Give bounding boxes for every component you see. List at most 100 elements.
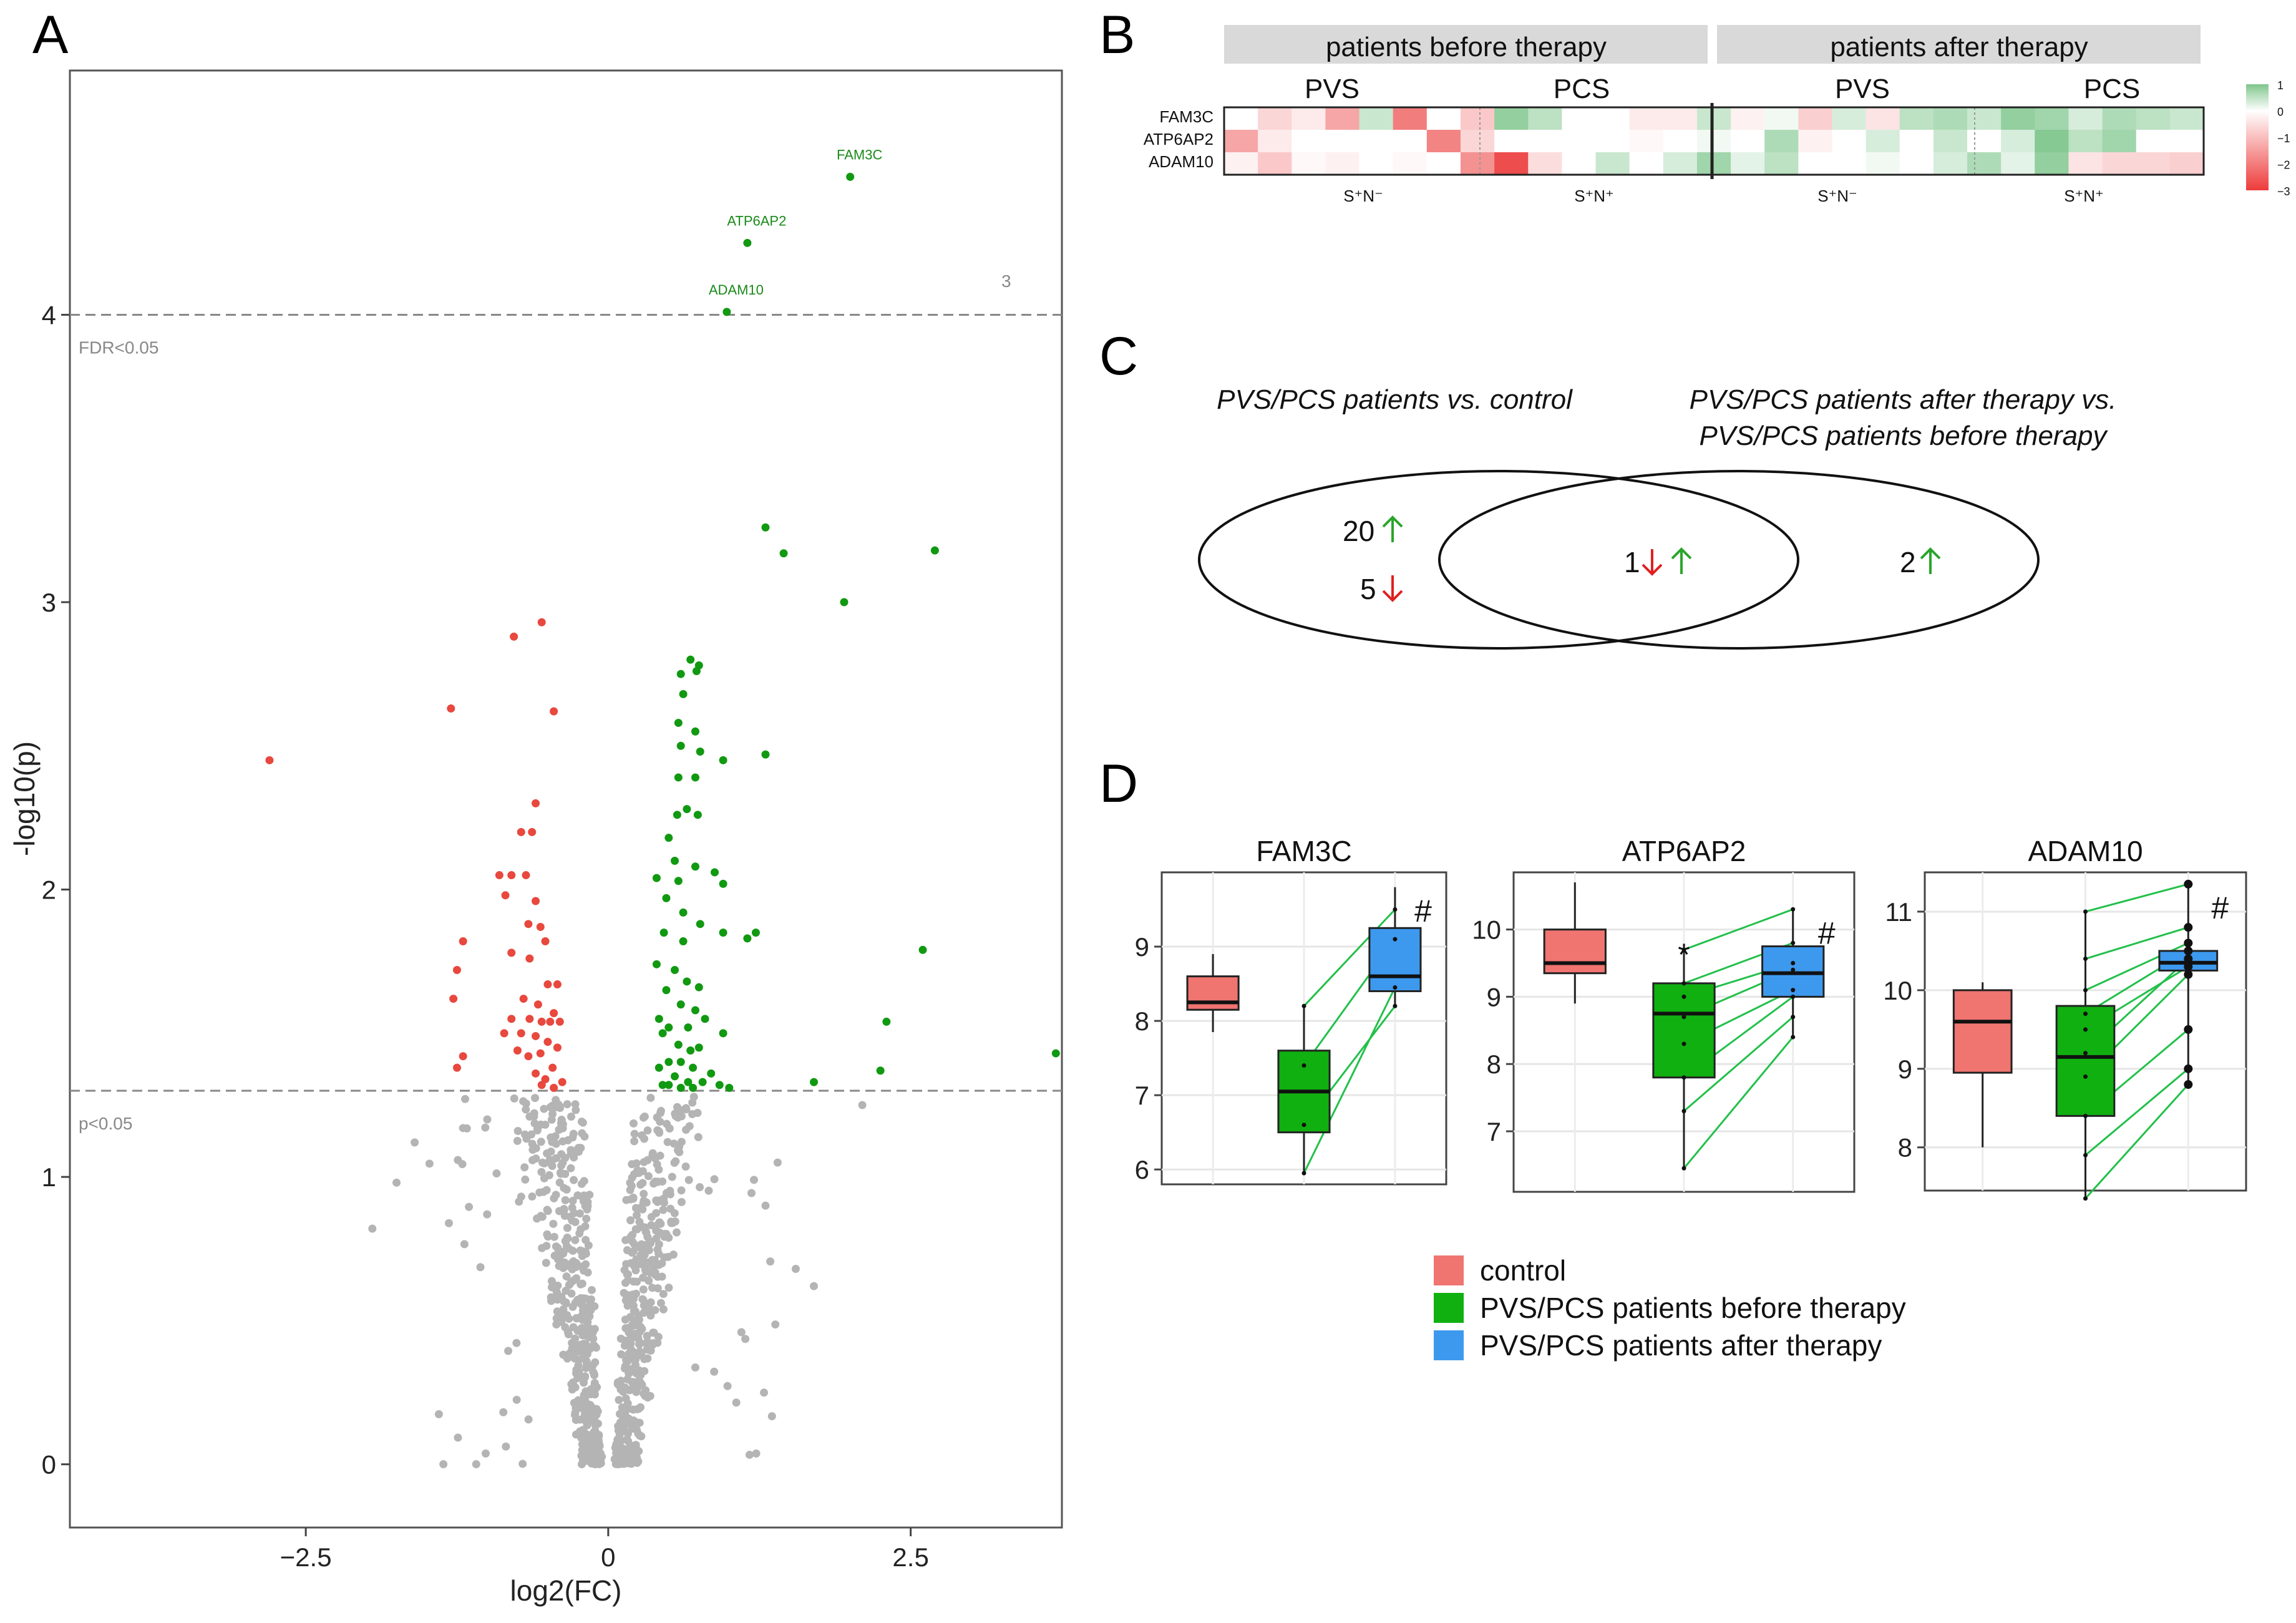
volcano-point-ns [732,1398,741,1407]
volcano-point-ns [651,1306,659,1315]
legend-label-control: control [1480,1254,1566,1287]
boxplot-pair-line [2084,1068,2189,1156]
volcano-point-ns [696,1183,704,1192]
volcano-point-ns [572,1347,581,1356]
volcano-point-ns [567,1164,575,1172]
volcano-point-down [548,1063,557,1072]
volcano-point-up [691,727,699,736]
subgroup-after-pvs: PVS [1835,74,1890,104]
heatmap-cell [1562,130,1597,153]
volcano-point-ns [573,1295,582,1304]
boxplot-y-tick-label: 9 [1898,1055,1912,1084]
volcano-point-ns [537,1167,546,1176]
boxplot-point [1393,985,1398,990]
boxplot-box-control [1186,975,1240,1011]
volcano-point-ns [675,1143,684,1151]
heatmap-cell [1967,107,2002,130]
volcano-point-ns [513,1127,522,1136]
boxplot-y-tick-label: 9 [1135,932,1149,962]
volcano-point-ns [547,1293,555,1302]
boxplot-point [1791,988,1796,993]
boxplot-point [1393,937,1398,942]
boxplot-point [2184,970,2193,979]
volcano-point-ns [528,1192,537,1201]
volcano-point-ns [632,1159,641,1167]
volcano-point-ns [518,1460,527,1468]
volcano-point-ns [648,1341,656,1350]
boxplot-point [1301,1003,1306,1008]
volcano-point-down [555,1017,564,1026]
volcano-point-ns [691,1363,699,1372]
volcano-point-ns [568,1196,577,1205]
heatmap-cell [1460,152,1495,175]
volcano-point-ns [635,1347,644,1356]
volcano-point-down [532,799,540,807]
volcano-point-ns [649,1328,658,1337]
heatmap-cell [1865,107,1900,130]
volcano-point-ns [648,1284,657,1292]
volcano-point-ns [652,1209,661,1217]
volcano-point-ns [647,1221,656,1229]
volcano-point-ns [510,1094,518,1103]
panel-letter-b: B [1099,5,1135,65]
heatmap-cell [1393,130,1428,153]
boxplot-y-tick-label: 7 [1487,1117,1501,1146]
row-label-adam10: ADAM10 [1149,152,1214,171]
volcano-point-ns [550,1232,558,1241]
volcano-point-up [662,894,671,902]
volcano-point-ns [658,1177,667,1186]
heatmap-cell [1967,130,2002,153]
volcano-point-up [840,598,849,607]
volcano-point-ns [572,1314,581,1322]
boxplot-pair-line [1683,1036,1794,1169]
heatmap-cell [1731,152,1765,175]
volcano-point-ns [411,1138,419,1147]
volcano-point-down [500,1029,508,1038]
volcano-point-ns [581,1236,590,1244]
volcano-point-ns [685,1122,694,1131]
volcano-point-ns [635,1404,643,1413]
volcano-point-ns [553,1255,562,1264]
heatmap-cell [1460,107,1495,130]
volcano-point-ns [643,1156,652,1164]
volcano-point-ns [522,1105,530,1114]
volcano-point-ns [616,1452,625,1461]
volcano-point-ns [582,1418,591,1426]
volcano-x-tick-label: −2.5 [280,1543,332,1572]
volcano-point-up [676,1058,685,1066]
volcano-point-ns [767,1412,776,1421]
boxplot-point [2184,1080,2193,1089]
volcano-point-ns [540,1104,548,1113]
volcano-point-up [654,1063,663,1072]
volcano-point-ns [641,1391,649,1400]
volcano-point-ns [621,1315,630,1324]
volcano-point-ns [571,1100,580,1109]
volcano-point-ns [570,1354,579,1363]
volcano-point-labeled [846,172,855,181]
boxplot-facet: ATP6AP2 7 8 9 10 * # [1472,835,1856,1193]
legend: control PVS/PCS patients before therapy PV… [1434,1254,1906,1362]
heatmap-cell [2136,107,2171,130]
volcano-point-ns [483,1210,492,1219]
venn-overlap-count: 1 [1624,546,1640,578]
volcano-point-down [537,1081,546,1089]
boxplot-point [2083,1196,2088,1201]
volcano-point-up [689,1063,698,1072]
volcano-point-ns [689,1093,698,1101]
up-arrow-icon [1671,547,1692,574]
volcano-gene-label: ATP6AP2 [727,213,786,228]
volcano-point-ns [710,1367,719,1376]
heatmap-cell [1393,107,1428,130]
volcano-point-ns [741,1335,750,1343]
volcano-point-ns [567,1146,575,1154]
volcano-point-ns [571,1408,580,1417]
heatmap-cell [1528,152,1562,175]
volcano-point-up [664,1023,673,1032]
volcano-point-ns [624,1437,633,1446]
volcano-point-ns [596,1448,605,1457]
volcano-point-ns [645,1276,653,1285]
volcano-point-ns [671,1112,680,1121]
volcano-point-ns [582,1214,591,1223]
boxplot-point [1791,967,1796,972]
volcano-point-up [715,1081,724,1089]
